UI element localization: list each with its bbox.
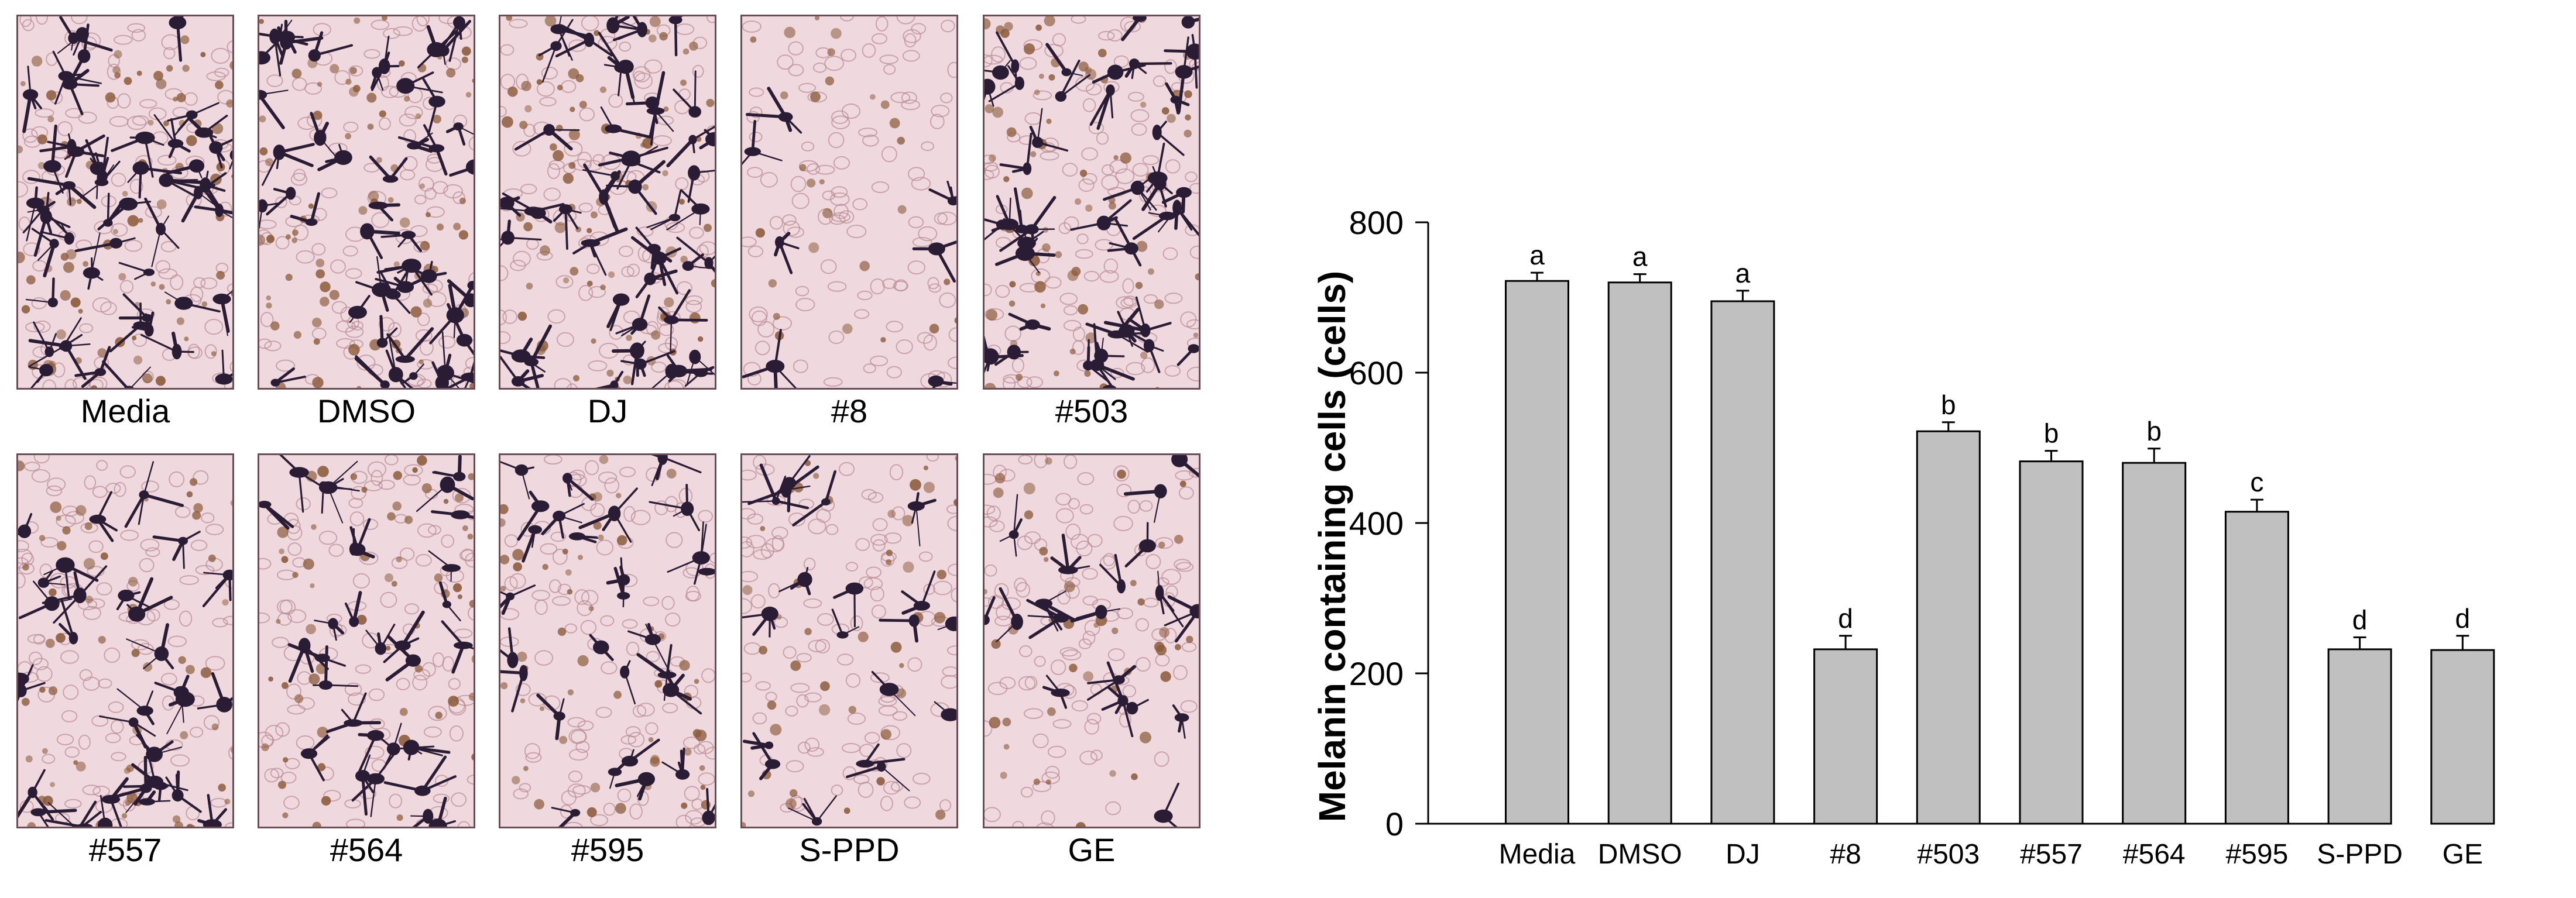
bar xyxy=(1916,430,1981,825)
x-tick-label: #8 xyxy=(1830,839,1861,870)
x-tick-label: #557 xyxy=(2020,839,2083,870)
significance-letter: d xyxy=(1838,603,1853,634)
bar xyxy=(2327,648,2392,825)
bar xyxy=(2122,462,2187,825)
bar xyxy=(1813,648,1878,825)
x-tick-label: #564 xyxy=(2123,839,2186,870)
y-axis-label: Melanin containing cells (cells) xyxy=(1311,271,1353,822)
micrograph-label: S-PPD xyxy=(799,831,900,868)
x-tick-label: S-PPD xyxy=(2317,839,2403,870)
micrograph-image xyxy=(499,453,716,828)
micrograph-image xyxy=(258,453,475,828)
micrograph-label: #564 xyxy=(330,831,403,868)
y-tick-label: 600 xyxy=(1349,355,1404,391)
bar xyxy=(2430,649,2495,825)
micrograph-panel: Media DMSO DJ #8 #503 #557 #564 #595 S-PPD GE xyxy=(0,0,1217,898)
significance-letter: d xyxy=(2455,603,2471,634)
micrograph-image xyxy=(258,15,475,390)
micrograph-image xyxy=(16,453,234,828)
micrograph-label: DMSO xyxy=(317,393,416,429)
micrograph-label: GE xyxy=(1068,831,1116,868)
significance-letter: a xyxy=(1529,240,1545,270)
micrograph-label: #595 xyxy=(571,831,644,868)
x-axis: Media DMSO DJ #8 #503 #557 #564 #595 S-PPD GE xyxy=(1428,823,2483,870)
x-tick-label: DMSO xyxy=(1598,839,1682,870)
significance-letter: a xyxy=(1632,242,1648,272)
x-tick-label: #595 xyxy=(2226,839,2289,870)
significance-letter: b xyxy=(1941,390,1956,420)
y-tick-label: 200 xyxy=(1349,655,1404,692)
significance-letter: b xyxy=(2044,418,2059,449)
x-tick-label: Media xyxy=(1499,839,1576,870)
significance-letter: c xyxy=(2250,467,2263,497)
micrograph-image xyxy=(740,15,958,390)
significance-letter: a xyxy=(1735,258,1751,288)
bar xyxy=(2019,460,2084,825)
x-tick-label: GE xyxy=(2443,839,2483,870)
x-tick-label: #503 xyxy=(1917,839,1980,870)
micrograph-image xyxy=(983,453,1200,828)
significance-letter: b xyxy=(2146,416,2162,446)
bar xyxy=(1710,300,1775,825)
significance-letter: d xyxy=(2352,604,2368,635)
y-tick-label: 0 xyxy=(1385,806,1404,842)
micrograph-label: DJ xyxy=(587,393,628,429)
micrograph-label: Media xyxy=(80,393,170,429)
bar-chart: 0 200 400 600 800 a a a d b b b c d d Media DMSO DJ #8 #5… xyxy=(1311,204,2495,870)
x-tick-label: DJ xyxy=(1726,839,1760,870)
y-tick-label: 800 xyxy=(1349,204,1404,241)
bar xyxy=(2224,511,2289,825)
bar xyxy=(1607,281,1672,825)
bar xyxy=(1505,280,1569,825)
micrograph-label: #557 xyxy=(88,831,162,868)
y-axis: 0 200 400 600 800 xyxy=(1349,204,1429,842)
micrograph-image xyxy=(499,15,716,390)
micrograph-image xyxy=(983,15,1200,390)
bars: a a a d b b b c d d xyxy=(1505,240,2495,825)
micrograph-label: #503 xyxy=(1055,393,1128,429)
y-tick-label: 400 xyxy=(1349,505,1404,542)
micrograph-label: #8 xyxy=(831,393,868,429)
micrograph-image xyxy=(740,453,958,828)
micrograph-image xyxy=(16,15,234,390)
